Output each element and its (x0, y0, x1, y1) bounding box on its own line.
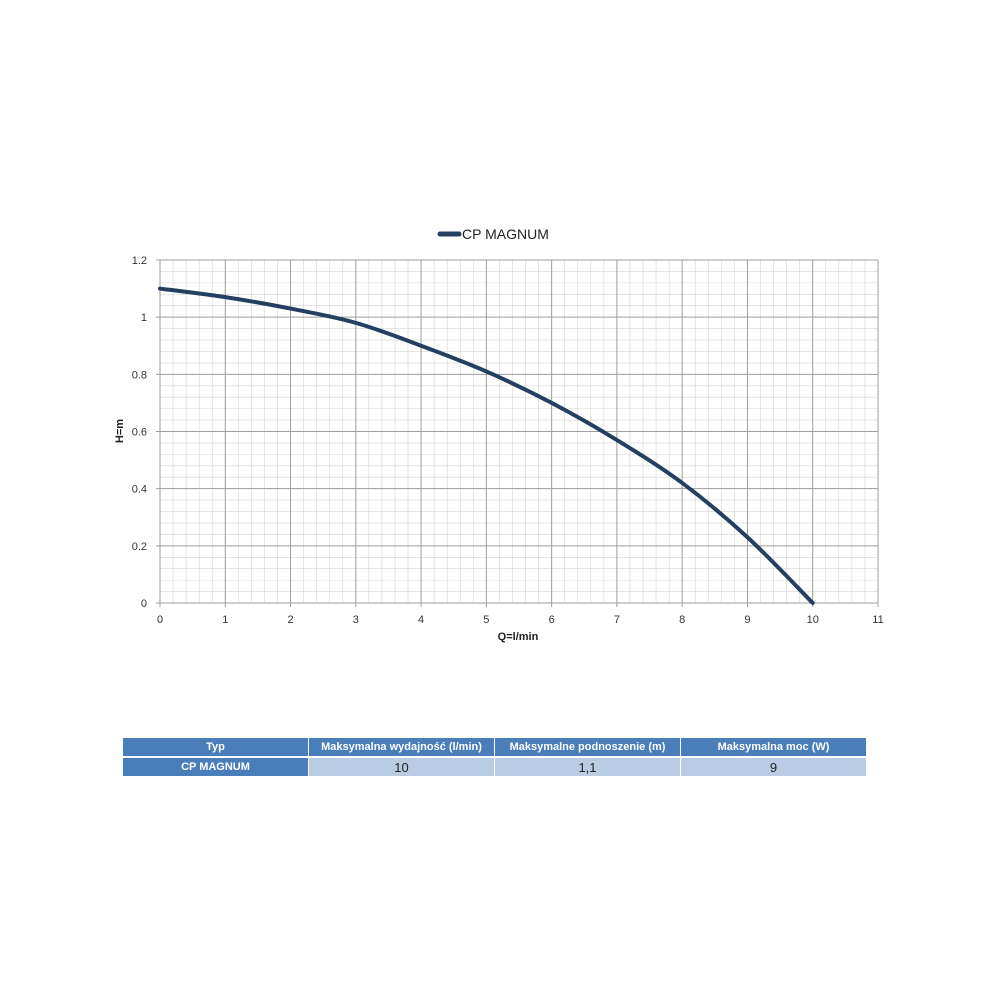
spec-table: Typ Maksymalna wydajność (l/min) Maksyma… (123, 738, 866, 776)
x-tick-label: 3 (353, 614, 359, 626)
header-max-head: Maksymalne podnoszenie (m) (495, 738, 681, 758)
y-tick-label: 0.6 (132, 427, 147, 439)
header-type: Typ (123, 738, 309, 758)
cell-max-flow: 10 (309, 758, 495, 776)
x-tick-label: 8 (679, 614, 685, 626)
header-max-power: Maksymalna moc (W) (681, 738, 866, 758)
table-header-row: Typ Maksymalna wydajność (l/min) Maksyma… (123, 738, 866, 758)
series-line-0 (158, 286, 815, 605)
y-tick-label: 0.8 (132, 369, 147, 381)
y-tick-label: 0.2 (132, 541, 147, 553)
y-tick-label: 1 (141, 312, 147, 324)
x-axis-ticks: 0 1 2 3 4 5 6 7 8 9 10 11 (157, 614, 884, 626)
series-layer (158, 286, 815, 605)
x-tick-label: 10 (807, 614, 819, 626)
y-axis-ticks: 0 0.2 0.4 0.6 0.8 1 1.2 (132, 255, 147, 610)
table-row: CP MAGNUM 10 1,1 9 (123, 758, 866, 776)
cell-max-power: 9 (681, 758, 866, 776)
cell-max-head: 1,1 (495, 758, 681, 776)
x-axis-title: Q=l/min (498, 631, 539, 643)
x-tick-label: 0 (157, 614, 163, 626)
legend: CP MAGNUM (437, 226, 549, 242)
y-tick-label: 1.2 (132, 255, 147, 267)
y-tick-label: 0 (141, 598, 147, 610)
x-tick-label: 5 (483, 614, 489, 626)
y-axis-title: H=m (114, 419, 126, 443)
cell-type: CP MAGNUM (123, 758, 309, 776)
x-tick-label: 2 (287, 614, 293, 626)
legend-label: CP MAGNUM (462, 226, 549, 242)
header-max-flow: Maksymalna wydajność (l/min) (309, 738, 495, 758)
x-tick-label: 7 (614, 614, 620, 626)
y-tick-label: 0.4 (132, 484, 147, 496)
x-tick-label: 1 (222, 614, 228, 626)
pump-curve-chart: 0 1 2 3 4 5 6 7 8 9 10 11 0 0.2 0.4 0.6 0.8 1 1.2 CP MAGN… (114, 226, 884, 643)
x-tick-label: 11 (872, 614, 883, 626)
x-tick-label: 6 (549, 614, 555, 626)
x-tick-label: 4 (418, 614, 424, 626)
x-tick-label: 9 (744, 614, 750, 626)
major-gridlines (156, 259, 879, 607)
